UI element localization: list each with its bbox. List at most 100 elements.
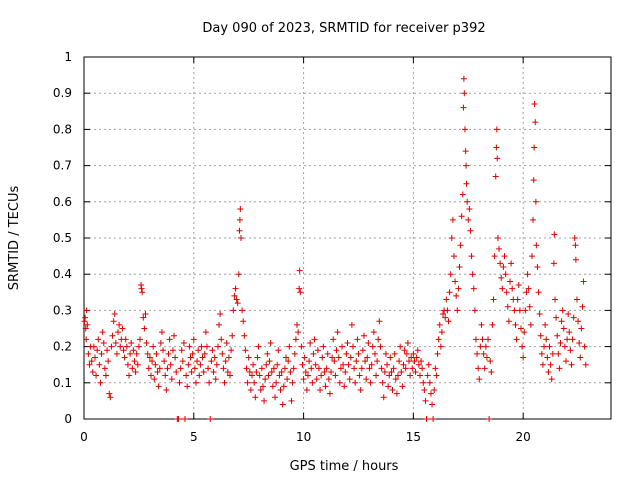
data-point [298, 343, 305, 350]
data-point [414, 347, 421, 354]
data-point [119, 325, 126, 332]
data-point [228, 347, 235, 354]
data-point [264, 350, 271, 357]
data-point [543, 336, 550, 343]
data-point [126, 372, 133, 379]
data-point [427, 390, 434, 397]
data-point [452, 278, 459, 285]
data-point [549, 350, 556, 357]
y-tick-label: 0.9 [53, 86, 72, 100]
data-point [462, 148, 469, 155]
data-point [330, 336, 337, 343]
data-point [319, 354, 326, 361]
data-point [85, 350, 92, 357]
data-point [142, 311, 149, 318]
data-point [112, 339, 119, 346]
data-point [512, 321, 519, 328]
data-point [558, 318, 565, 325]
data-point [369, 343, 376, 350]
chart-title: Day 090 of 2023, SRMTID for receiver p39… [202, 21, 485, 36]
data-point [565, 311, 572, 318]
y-axis-label: SRMTID / TECUs [7, 186, 22, 291]
data-point [483, 354, 490, 361]
data-point [254, 354, 261, 361]
data-point [153, 350, 160, 357]
data-point [268, 368, 275, 375]
data-point [89, 368, 96, 375]
data-point [190, 336, 197, 343]
data-point [494, 155, 501, 162]
data-point [448, 235, 455, 241]
data-point [568, 361, 575, 368]
data-point [446, 289, 453, 296]
data-point [493, 126, 500, 133]
data-point [527, 321, 534, 328]
data-point [363, 376, 370, 383]
data-point [255, 343, 262, 350]
data-point [368, 361, 375, 368]
data-point [280, 383, 287, 390]
data-point [581, 343, 588, 350]
data-point [328, 368, 335, 375]
axis-ticks: 00.10.20.30.40.50.60.70.80.910 5 10 15 20 [53, 50, 611, 444]
data-point [393, 390, 400, 397]
data-point [580, 278, 587, 285]
data-point [531, 101, 538, 108]
data-point [571, 235, 578, 241]
data-point [474, 350, 481, 357]
data-point [244, 379, 251, 386]
x-tick-label: 10 [296, 430, 311, 444]
data-point [233, 296, 240, 303]
data-point [205, 365, 212, 372]
data-point [171, 332, 178, 339]
data-point [538, 350, 545, 357]
data-point [172, 354, 179, 361]
data-point [492, 173, 499, 180]
data-point [545, 368, 552, 375]
data-point [422, 397, 429, 404]
y-tick-label: 0.7 [53, 159, 72, 173]
data-point [344, 339, 351, 346]
data-point [455, 285, 462, 292]
data-point [395, 372, 402, 379]
data-point [290, 365, 297, 372]
data-point [231, 292, 238, 299]
data-point [223, 339, 230, 346]
data-point [523, 289, 530, 296]
data-point [575, 318, 582, 325]
data-point [133, 350, 140, 357]
data-point [83, 307, 90, 314]
data-point [82, 325, 89, 332]
data-point [329, 354, 336, 361]
data-point [213, 361, 220, 368]
data-point [110, 318, 117, 325]
data-point [199, 354, 206, 361]
data-point [237, 206, 244, 213]
data-point [240, 318, 247, 325]
data-point [553, 314, 560, 321]
data-point [324, 350, 331, 357]
data-point [289, 379, 296, 386]
data-point [573, 296, 580, 303]
data-point [349, 343, 356, 350]
data-point [424, 372, 431, 379]
data-point [570, 314, 577, 321]
data-point [105, 358, 112, 365]
data-point [128, 339, 135, 346]
data-point [521, 329, 528, 336]
data-point [246, 368, 253, 375]
data-point [143, 339, 150, 346]
data-point [334, 329, 341, 336]
data-point [511, 307, 518, 314]
data-point [463, 180, 470, 187]
data-point [505, 318, 512, 325]
data-point [561, 343, 568, 350]
data-point [123, 343, 130, 350]
data-point [253, 368, 260, 375]
data-point [539, 361, 546, 368]
data-point [411, 358, 418, 365]
data-point [434, 350, 441, 357]
data-point [310, 350, 317, 357]
data-point [230, 307, 237, 314]
data-point [498, 274, 505, 281]
